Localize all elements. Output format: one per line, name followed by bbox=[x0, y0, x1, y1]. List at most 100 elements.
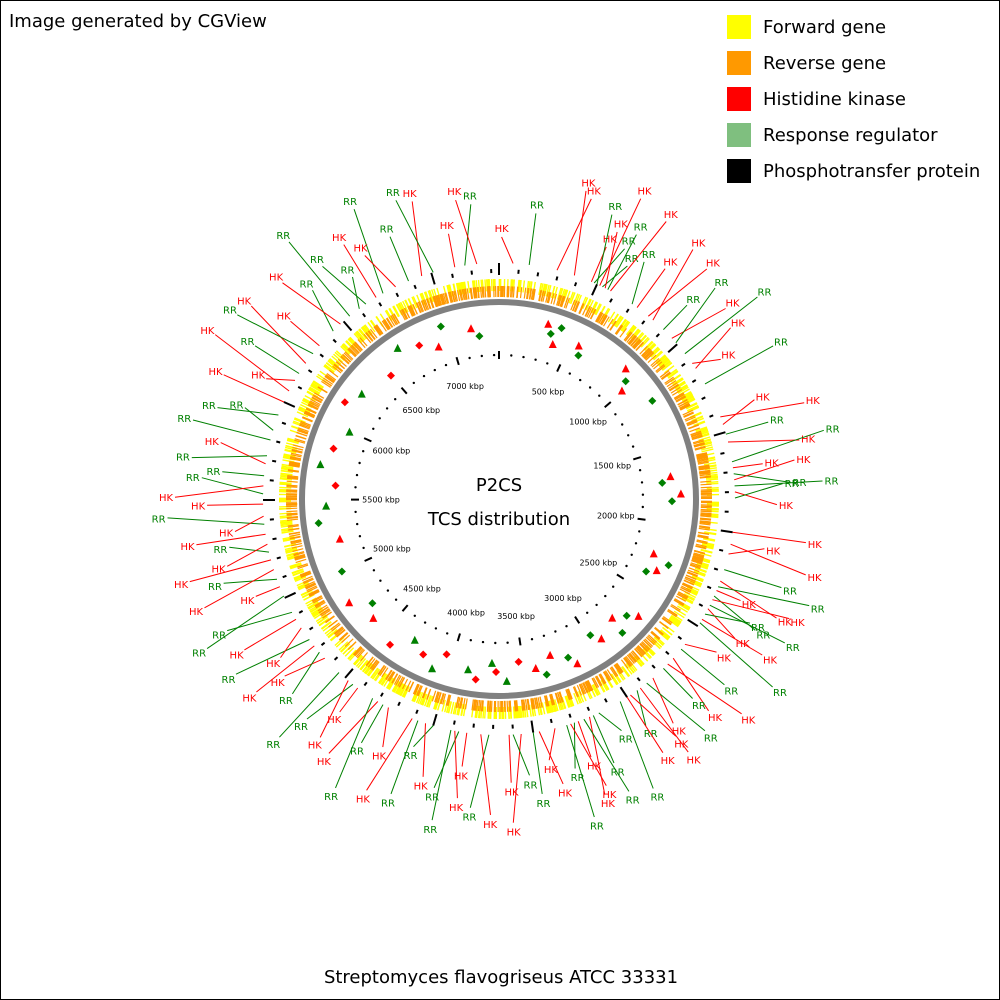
hk-marker bbox=[345, 598, 354, 607]
rr-label: RR bbox=[381, 798, 395, 809]
reverse-gene-bar bbox=[385, 669, 393, 680]
reverse-gene-bar bbox=[288, 463, 300, 467]
reverse-gene-bar bbox=[297, 428, 309, 434]
rr-marker bbox=[410, 635, 419, 644]
reverse-gene-bar bbox=[416, 685, 422, 696]
inner-minor-tick bbox=[614, 413, 617, 416]
reverse-gene-bar bbox=[415, 302, 422, 314]
inner-major-tick bbox=[574, 616, 581, 624]
reverse-gene-bar bbox=[699, 469, 711, 473]
reverse-gene-bar bbox=[683, 579, 695, 586]
reverse-gene-bar bbox=[683, 412, 695, 418]
inner-major-tick bbox=[363, 437, 372, 443]
inner-major-tick bbox=[518, 637, 522, 646]
reverse-gene-bar bbox=[354, 342, 363, 352]
reverse-gene-bar bbox=[359, 337, 368, 347]
gene-callout-line bbox=[448, 233, 456, 268]
reverse-gene-bar bbox=[692, 555, 704, 560]
forward-gene-bar bbox=[696, 562, 709, 568]
reverse-gene-bar bbox=[347, 348, 356, 358]
forward-gene-bar bbox=[281, 465, 294, 469]
reverse-gene-bar bbox=[335, 361, 345, 370]
reverse-gene-bar bbox=[379, 666, 387, 676]
forward-gene-bar bbox=[702, 542, 715, 547]
reverse-gene-bar bbox=[550, 693, 555, 705]
gene-callout-line bbox=[717, 586, 810, 607]
reverse-gene-bar bbox=[477, 700, 481, 712]
gene-callout-line bbox=[411, 201, 423, 277]
reverse-gene-bar bbox=[322, 611, 332, 619]
gene-callout-line bbox=[319, 680, 349, 738]
rr-marker bbox=[475, 332, 484, 341]
reverse-gene-bar bbox=[307, 586, 318, 593]
rr-marker bbox=[345, 427, 354, 436]
reverse-gene-bar bbox=[596, 312, 603, 323]
inner-minor-tick bbox=[394, 598, 398, 601]
tick-label: 4000 kbp bbox=[447, 608, 485, 617]
reverse-gene-bar bbox=[512, 286, 515, 298]
reverse-gene-bar bbox=[698, 466, 710, 470]
inner-minor-tick bbox=[423, 621, 427, 624]
reverse-gene-bar bbox=[565, 297, 570, 309]
forward-gene-bar bbox=[358, 329, 367, 340]
reverse-gene-bar bbox=[354, 647, 363, 657]
rr-label: RR bbox=[324, 792, 338, 803]
rr-marker bbox=[337, 567, 346, 576]
gene-callout-line bbox=[652, 249, 694, 321]
reverse-gene-bar bbox=[661, 372, 671, 380]
reverse-gene-bar bbox=[509, 700, 512, 712]
rr-label: RR bbox=[751, 623, 765, 634]
outer-minor-tick bbox=[363, 681, 368, 687]
gene-callout-line bbox=[220, 442, 266, 465]
reverse-gene-bar bbox=[674, 392, 685, 400]
forward-gene-bar bbox=[315, 614, 327, 622]
reverse-gene-bar bbox=[609, 667, 617, 678]
inner-minor-tick bbox=[522, 355, 525, 359]
reverse-gene-bar bbox=[454, 290, 458, 302]
inner-major-tick bbox=[456, 633, 461, 642]
forward-gene-bar bbox=[565, 695, 571, 708]
forward-gene-bar bbox=[669, 616, 681, 625]
outer-minor-tick bbox=[276, 556, 281, 560]
reverse-gene-bar bbox=[337, 358, 347, 367]
forward-gene-bar bbox=[621, 666, 630, 677]
inner-minor-tick bbox=[598, 394, 601, 397]
reverse-gene-bar bbox=[306, 407, 317, 414]
inner-minor-tick bbox=[586, 611, 589, 614]
reverse-gene-bar bbox=[484, 286, 487, 298]
reverse-gene-bar bbox=[354, 341, 363, 351]
forward-gene-bar bbox=[428, 695, 434, 708]
reverse-gene-bar bbox=[314, 599, 325, 607]
inner-minor-tick bbox=[422, 374, 426, 378]
forward-gene-bar bbox=[592, 684, 600, 696]
reverse-gene-bar bbox=[637, 645, 646, 655]
hk-label: HK bbox=[242, 694, 257, 705]
reverse-gene-bar bbox=[530, 288, 534, 300]
inner-major-tick bbox=[400, 386, 408, 395]
gene-callout-line bbox=[671, 308, 726, 339]
reverse-gene-bar bbox=[558, 295, 563, 307]
forward-gene-bar bbox=[642, 648, 653, 659]
outer-minor-tick bbox=[362, 313, 367, 318]
reverse-gene-bar bbox=[479, 286, 483, 298]
reverse-gene-bar bbox=[532, 697, 536, 710]
reverse-gene-bar bbox=[667, 382, 678, 390]
hk-label: HK bbox=[796, 455, 811, 466]
reverse-gene-bar bbox=[572, 686, 579, 698]
outer-minor-tick bbox=[636, 677, 641, 682]
reverse-gene-bar bbox=[435, 295, 440, 307]
reverse-gene-bar bbox=[323, 377, 334, 385]
rr-label: RR bbox=[793, 478, 807, 489]
reverse-gene-bar bbox=[549, 694, 554, 706]
reverse-gene-bar bbox=[546, 291, 551, 303]
hk-label: HK bbox=[603, 235, 618, 246]
reverse-gene-bar bbox=[678, 591, 689, 598]
reverse-gene-bar bbox=[300, 420, 312, 426]
rr-label: RR bbox=[626, 796, 640, 807]
reverse-gene-bar bbox=[532, 289, 536, 300]
hk-label: HK bbox=[725, 299, 740, 310]
rr-label: RR bbox=[223, 306, 237, 317]
legend-swatch bbox=[727, 15, 751, 39]
gene-callout-line bbox=[464, 204, 472, 266]
inner-major-tick bbox=[455, 356, 460, 366]
